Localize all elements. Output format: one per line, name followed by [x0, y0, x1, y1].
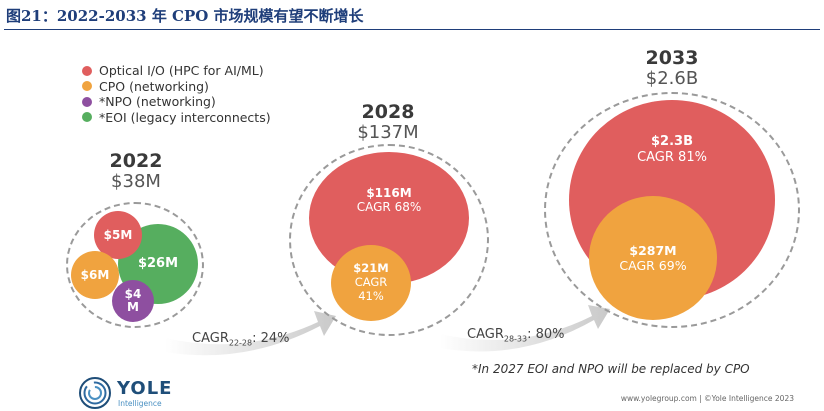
- total-2033: $2.6B: [645, 68, 699, 89]
- legend-item-cpo: CPO (networking): [82, 79, 271, 95]
- bubble-2022-optical: $5M: [94, 211, 142, 259]
- legend-label-npo: *NPO (networking): [99, 94, 216, 110]
- arrow-2022-2028: [165, 311, 336, 356]
- legend-label-optical: Optical I/O (HPC for AI/ML): [99, 63, 264, 79]
- value-2028-cpo: $21M: [353, 261, 389, 276]
- cagr-label-22-28: CAGR22-28: 24%: [192, 331, 290, 348]
- yole-logo-name: YOLE: [117, 378, 173, 399]
- year-2022: 2022: [109, 150, 163, 172]
- arrow-2028-2033: [440, 305, 610, 352]
- value-2022-cpo: $6M: [80, 267, 110, 282]
- bubble-2033-cpo: $287M CAGR 69%: [589, 196, 717, 320]
- bubble-2022-npo: $4 M: [112, 280, 154, 322]
- value-2022-optical: $5M: [103, 227, 133, 242]
- yole-logo: YOLE Intelligence: [77, 375, 197, 409]
- legend-dot-cpo: [82, 81, 92, 92]
- cagr-2033-optical: CAGR 81%: [637, 149, 707, 165]
- ring-2033: [544, 92, 800, 328]
- legend: Optical I/O (HPC for AI/ML) CPO (network…: [82, 63, 271, 125]
- value-2033-optical: $2.3B: [651, 134, 693, 149]
- yole-logo-sub: Intelligence: [118, 399, 162, 408]
- legend-item-npo: *NPO (networking): [82, 94, 271, 110]
- legend-item-eoi: *EOI (legacy interconnects): [82, 110, 271, 126]
- value-2022-npo-line1: $4: [124, 286, 142, 301]
- bubble-2028-cpo: $21M CAGR 41%: [331, 245, 411, 321]
- header-divider: [4, 29, 820, 30]
- legend-item-optical: Optical I/O (HPC for AI/ML): [82, 63, 271, 79]
- source-footer: www.yolegroup.com | ©Yole Intelligence 2…: [620, 394, 794, 403]
- total-2022: $38M: [111, 171, 161, 192]
- value-2022-eoi: $26M: [137, 256, 179, 272]
- cagr-label-28-33: CAGR28-33: 80%: [467, 327, 565, 344]
- legend-label-eoi: *EOI (legacy interconnects): [99, 109, 271, 125]
- cagr-2033-cpo: CAGR 69%: [619, 258, 687, 273]
- year-2028: 2028: [361, 101, 415, 123]
- cagr-2028-optical: CAGR 68%: [356, 200, 422, 215]
- legend-label-cpo: CPO (networking): [99, 78, 209, 94]
- value-2028-optical: $116M: [366, 186, 412, 200]
- value-2033-cpo: $287M: [629, 243, 677, 258]
- legend-dot-eoi: [82, 112, 92, 123]
- legend-dot-npo: [82, 96, 92, 107]
- legend-dot-optical: [82, 65, 92, 76]
- year-2033: 2033: [645, 47, 699, 69]
- replacement-note: *In 2027 EOI and NPO will be replaced by…: [472, 362, 750, 376]
- figure-title: 图21：2022-2033 年 CPO 市场规模有望不断增长: [6, 7, 364, 25]
- cagr-2028-cpo-line1: CAGR: [354, 275, 388, 290]
- yole-logo-icon: [79, 377, 111, 409]
- ring-2022: [66, 202, 204, 328]
- figure-header: 图21：2022-2033 年 CPO 市场规模有望不断增长: [0, 0, 824, 30]
- ring-2028: [289, 144, 489, 336]
- value-2022-npo-line2: M: [127, 300, 139, 314]
- cagr-2028-cpo-line2: 41%: [358, 288, 384, 303]
- bubble-2022-cpo: $6M: [71, 251, 119, 299]
- total-2028: $137M: [357, 122, 419, 143]
